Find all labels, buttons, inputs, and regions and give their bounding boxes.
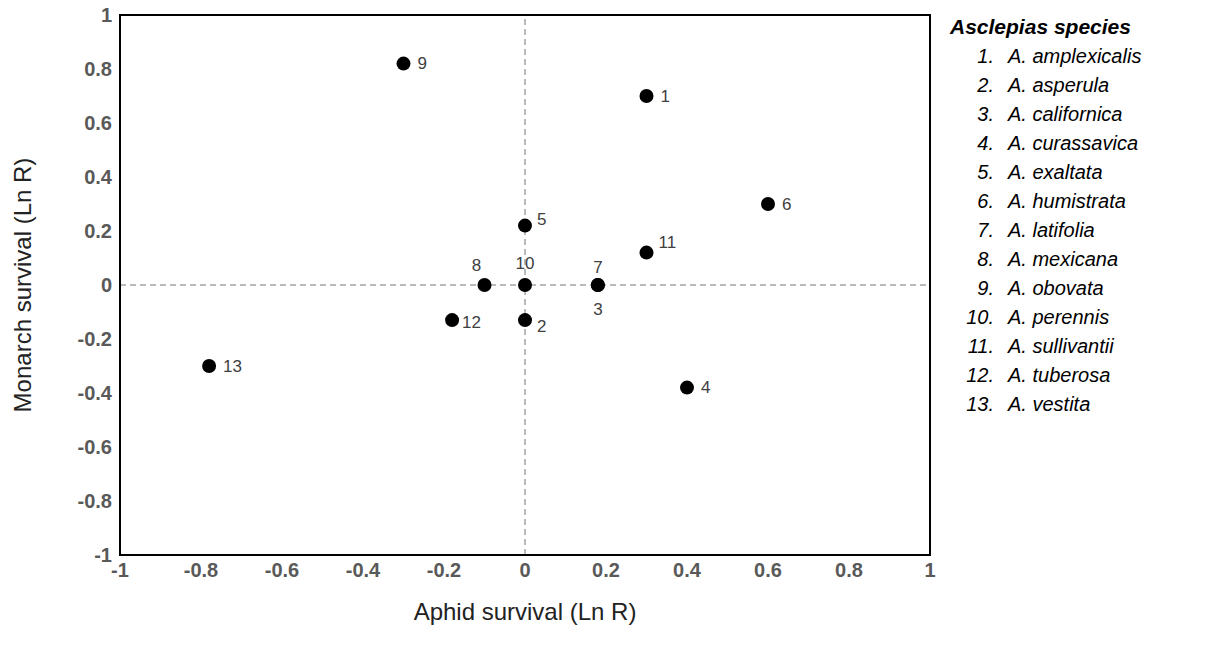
svg-text:13: 13 xyxy=(223,357,242,376)
html-text:A. sullivantii: A. sullivantii xyxy=(1008,335,1114,357)
svg-text:-1: -1 xyxy=(94,544,112,566)
svg-text:-0.6: -0.6 xyxy=(78,436,112,458)
svg-text:Monarch survival (Ln R): Monarch survival (Ln R) xyxy=(9,158,36,413)
html-text:5.: 5. xyxy=(977,161,994,183)
svg-text:-0.2: -0.2 xyxy=(427,559,461,581)
svg-text:Aphid survival (Ln R): Aphid survival (Ln R) xyxy=(414,598,637,625)
html-text:10.: 10. xyxy=(966,306,994,328)
svg-text:0.2: 0.2 xyxy=(592,559,620,581)
svg-text:7: 7 xyxy=(593,258,602,277)
html-text:A. tuberosa: A. tuberosa xyxy=(1008,364,1111,386)
svg-text:2: 2 xyxy=(537,317,546,336)
svg-text:6: 6 xyxy=(782,195,791,214)
svg-text:9: 9 xyxy=(418,54,427,73)
html-text:A. curassavica: A. curassavica xyxy=(1008,132,1139,154)
html-text:A. vestita: A. vestita xyxy=(1008,393,1091,415)
html-text:6.: 6. xyxy=(977,190,994,212)
svg-text:4: 4 xyxy=(701,378,710,397)
html-text:A. humistrata: A. humistrata xyxy=(1008,190,1126,212)
svg-text:5: 5 xyxy=(537,210,546,229)
svg-text:-1: -1 xyxy=(111,559,129,581)
svg-text:0.4: 0.4 xyxy=(84,166,113,188)
html-text:13.: 13. xyxy=(966,393,994,415)
svg-text:1: 1 xyxy=(101,4,112,26)
svg-text:-0.8: -0.8 xyxy=(78,490,112,512)
svg-text:-0.4: -0.4 xyxy=(78,382,113,404)
svg-text:8: 8 xyxy=(472,256,481,275)
svg-text:1: 1 xyxy=(661,87,670,106)
html-text:A. mexicana: A. mexicana xyxy=(1008,248,1119,270)
svg-text:0.8: 0.8 xyxy=(84,58,112,80)
svg-text:-0.8: -0.8 xyxy=(184,559,218,581)
html-text:A. exaltata: A. exaltata xyxy=(1008,161,1103,183)
svg-text:0.6: 0.6 xyxy=(754,559,782,581)
html-text:4.: 4. xyxy=(977,132,994,154)
html-text:2.: 2. xyxy=(977,74,994,96)
html-text:3.: 3. xyxy=(977,103,994,125)
html-text:1.: 1. xyxy=(977,45,994,67)
html-text:12.: 12. xyxy=(966,364,994,386)
svg-text:1: 1 xyxy=(924,559,935,581)
svg-text:-0.6: -0.6 xyxy=(265,559,299,581)
html-text:11.: 11. xyxy=(967,335,994,357)
html-text:7.: 7. xyxy=(977,219,994,241)
html-text:A. obovata: A. obovata xyxy=(1008,277,1104,299)
svg-text:10: 10 xyxy=(516,254,535,273)
svg-text:0.6: 0.6 xyxy=(84,112,112,134)
svg-text:0.4: 0.4 xyxy=(673,559,702,581)
html-text:Asclepias species: Asclepias species xyxy=(950,15,1131,38)
svg-text:-0.4: -0.4 xyxy=(346,559,381,581)
html-text:8.: 8. xyxy=(977,248,994,270)
svg-text:-0.2: -0.2 xyxy=(78,328,112,350)
html-text:A. amplexicalis: A. amplexicalis xyxy=(1008,45,1142,67)
svg-text:0.8: 0.8 xyxy=(835,559,863,581)
svg-text:0.2: 0.2 xyxy=(84,220,112,242)
html-text:A. californica: A. californica xyxy=(1008,103,1123,125)
svg-text:3: 3 xyxy=(593,300,602,319)
html-text:A. latifolia: A. latifolia xyxy=(1008,219,1095,241)
svg-text:11: 11 xyxy=(659,233,677,252)
html-text:A. asperula: A. asperula xyxy=(1008,74,1110,96)
svg-text:12: 12 xyxy=(462,313,481,332)
svg-text:0: 0 xyxy=(101,274,112,296)
svg-text:0: 0 xyxy=(519,559,530,581)
html-text:9.: 9. xyxy=(977,277,994,299)
html-text:A. perennis: A. perennis xyxy=(1008,306,1110,328)
